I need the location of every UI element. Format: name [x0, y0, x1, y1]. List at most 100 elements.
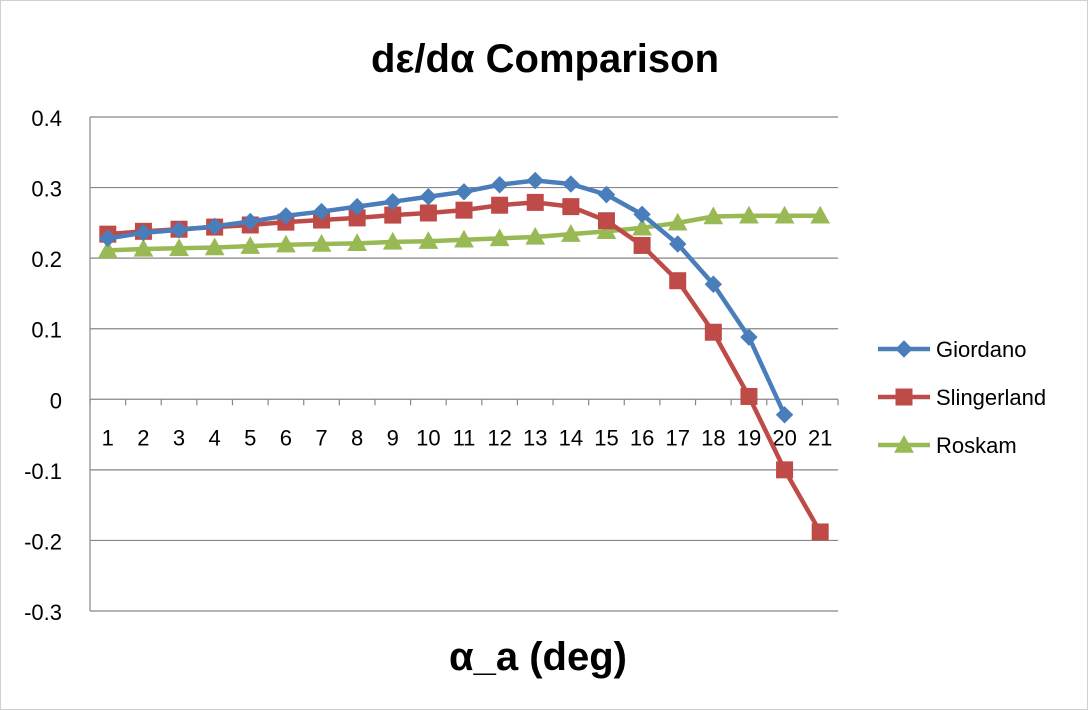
- data-point: [526, 171, 544, 190]
- data-point: [99, 229, 117, 248]
- legend-label: Slingerland: [936, 385, 1046, 410]
- data-point: [169, 238, 189, 256]
- data-point: [704, 323, 722, 341]
- data-point: [597, 185, 616, 204]
- data-point: [134, 224, 153, 242]
- data-point: [382, 231, 403, 250]
- legend-marker: [895, 388, 913, 406]
- x-tick-label: 15: [594, 425, 618, 450]
- x-tick-label: 10: [416, 425, 440, 450]
- x-tick-label: 12: [487, 425, 511, 450]
- data-point: [597, 212, 615, 230]
- data-point: [774, 205, 795, 224]
- x-tick-label: 7: [315, 425, 327, 450]
- x-tick-label: 21: [808, 425, 832, 450]
- x-tick-label: 18: [701, 425, 725, 450]
- x-tick-label: 6: [280, 425, 292, 450]
- legend-label: Giordano: [936, 337, 1027, 362]
- x-tick-label: 19: [737, 425, 761, 450]
- data-point: [455, 183, 473, 201]
- data-point: [204, 237, 225, 256]
- series-line: [107, 178, 787, 416]
- data-point: [276, 234, 296, 253]
- data-point: [347, 233, 367, 252]
- x-axis: 1 2 3 4 5 6 7 8 9 10 11 12 13 14 15 16 17 18 19 20 21: [89, 399, 839, 450]
- x-tick-label: 1: [102, 425, 114, 450]
- data-point: [562, 175, 580, 193]
- y-tick-label: 0.2: [31, 247, 62, 272]
- y-tick-label: -0.2: [24, 529, 62, 554]
- series-giordano: [99, 171, 794, 424]
- x-tick-label: 5: [244, 425, 256, 450]
- series-roskam: [97, 205, 831, 259]
- x-axis-label: α_a (deg): [449, 635, 627, 679]
- data-point: [561, 224, 581, 242]
- data-point: [740, 387, 758, 405]
- data-point: [633, 236, 651, 254]
- x-tick-label: 2: [137, 425, 149, 450]
- data-point: [312, 202, 331, 221]
- legend: Giordano Slingerland Roskam: [878, 337, 1046, 458]
- data-point: [419, 204, 437, 222]
- data-point: [133, 238, 154, 257]
- x-tick-label: 3: [173, 425, 185, 450]
- x-tick-label: 9: [387, 425, 399, 450]
- legend-item: Roskam: [878, 433, 1017, 458]
- data-point: [418, 231, 439, 249]
- legend-marker: [894, 434, 914, 453]
- data-point: [311, 233, 332, 252]
- data-point: [491, 196, 509, 214]
- x-tick-label: 11: [453, 425, 476, 450]
- y-axis: 0.4 0.3 0.2 0.1 0 -0.1 -0.2 -0.3: [24, 106, 91, 625]
- y-tick-label: 0.1: [31, 318, 62, 343]
- x-tick-label: 17: [665, 425, 689, 450]
- x-tick-label: 8: [351, 425, 363, 450]
- y-tick-label: 0.3: [31, 177, 62, 202]
- data-point: [776, 461, 794, 479]
- data-point: [633, 205, 651, 224]
- data-point: [526, 193, 544, 211]
- data-point: [669, 272, 687, 290]
- x-tick-label: 13: [523, 425, 547, 450]
- legend-item: Slingerland: [878, 385, 1046, 410]
- data-point: [348, 197, 366, 216]
- chart-title: dε/dα Comparison: [371, 37, 719, 81]
- data-point: [740, 328, 758, 346]
- data-point: [703, 206, 724, 225]
- data-point: [455, 201, 473, 219]
- legend-marker: [895, 340, 913, 358]
- y-tick-label: -0.3: [24, 600, 62, 625]
- x-tick-label: 16: [630, 425, 654, 450]
- data-point: [562, 198, 580, 216]
- data-point: [240, 236, 261, 254]
- data-point: [490, 176, 509, 194]
- data-point: [277, 207, 295, 225]
- x-tick-label: 14: [559, 425, 583, 450]
- data-point: [170, 221, 188, 239]
- data-point: [669, 235, 687, 253]
- legend-item: Giordano: [878, 337, 1027, 362]
- data-point: [739, 205, 759, 224]
- data-point: [419, 188, 438, 206]
- data-point: [241, 212, 259, 231]
- y-tick-label: 0.4: [31, 106, 62, 131]
- y-tick-label: 0: [50, 388, 62, 413]
- x-tick-label: 20: [772, 425, 796, 450]
- data-point: [489, 228, 510, 247]
- data-point: [667, 212, 688, 231]
- gridlines: [90, 116, 838, 612]
- data-point: [811, 523, 829, 541]
- data-point: [704, 275, 723, 293]
- data-point: [525, 226, 546, 245]
- data-point: [596, 221, 617, 240]
- data-point: [775, 406, 794, 424]
- legend-label: Roskam: [936, 433, 1017, 458]
- data-point: [205, 217, 224, 236]
- x-tick-label: 4: [209, 425, 221, 450]
- data-point: [97, 240, 118, 259]
- data-point: [632, 217, 652, 236]
- data-point: [810, 205, 831, 224]
- y-tick-label: -0.1: [24, 459, 62, 484]
- data-point: [384, 192, 402, 211]
